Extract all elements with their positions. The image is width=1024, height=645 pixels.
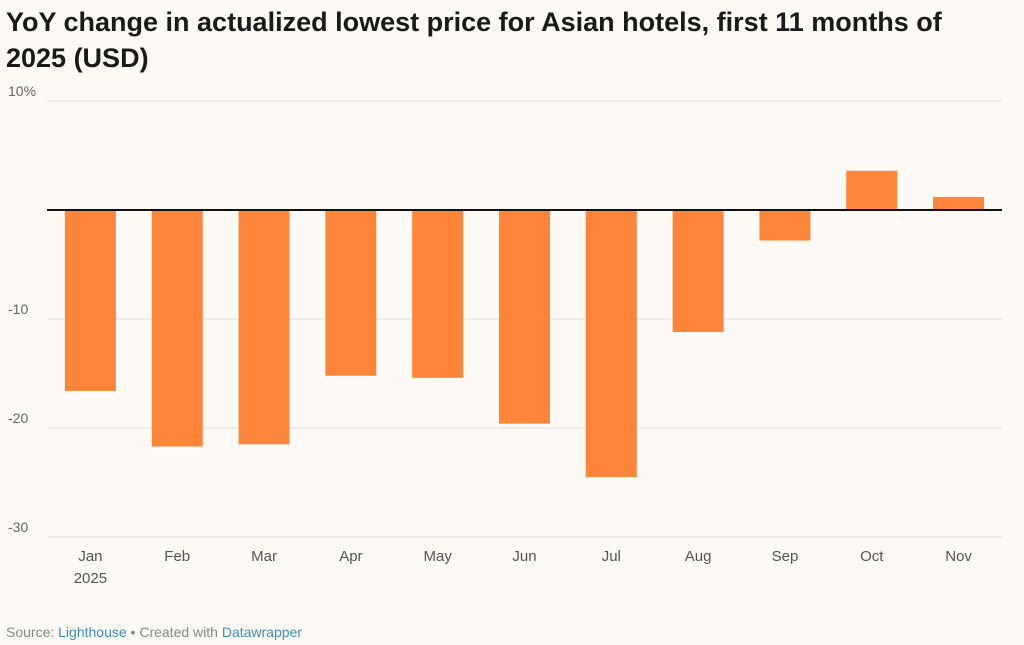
bar-jul xyxy=(585,210,637,478)
footer: Source: Lighthouse • Created with Datawr… xyxy=(6,624,302,640)
x-tick-label: Oct xyxy=(860,548,884,565)
y-tick-label: 10% xyxy=(8,83,36,99)
x-tick-label: Aug xyxy=(685,548,712,565)
bar-may xyxy=(412,210,464,378)
bar-apr xyxy=(325,210,377,376)
bar-nov xyxy=(933,196,985,210)
x-tick-label: Jun xyxy=(512,548,536,565)
bar-oct xyxy=(846,170,898,210)
source-link[interactable]: Lighthouse xyxy=(58,624,127,640)
x-tick-sublabel: 2025 xyxy=(74,570,107,587)
bar-aug xyxy=(672,210,724,333)
x-tick-label: Apr xyxy=(339,548,362,565)
x-tick-label: Mar xyxy=(251,548,277,565)
chart-title: YoY change in actualized lowest price fo… xyxy=(6,7,942,73)
bar-mar xyxy=(238,210,290,445)
x-tick-label: Feb xyxy=(164,548,190,565)
bar-jan xyxy=(64,210,116,391)
bar-feb xyxy=(151,210,203,447)
y-tick-label: -30 xyxy=(8,519,28,535)
bar-sep xyxy=(759,210,811,241)
y-tick-label: -20 xyxy=(8,410,28,426)
source-prefix: Source: xyxy=(6,624,59,640)
x-tick-label: Jul xyxy=(602,548,621,565)
datawrapper-link[interactable]: Datawrapper xyxy=(221,624,302,640)
x-tick-label: Nov xyxy=(945,548,972,565)
x-tick-label: Sep xyxy=(772,548,799,565)
x-tick-label: May xyxy=(424,548,453,565)
footer-separator: • Created with xyxy=(126,624,222,640)
x-tick-label: Jan xyxy=(78,548,102,565)
y-tick-label: -10 xyxy=(8,301,28,317)
bar-jun xyxy=(499,210,550,424)
